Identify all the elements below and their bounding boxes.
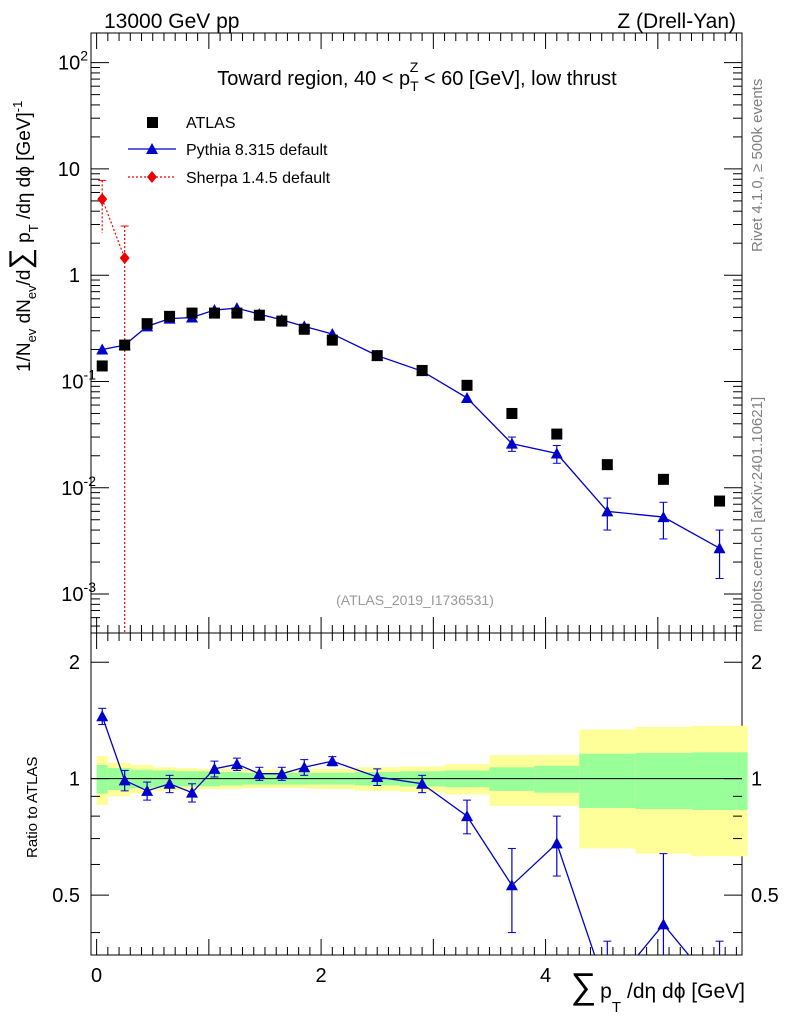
ratio-pythia-point xyxy=(163,777,176,789)
pythia-point xyxy=(713,542,726,554)
legend-label-pythia: Pythia 8.315 default xyxy=(186,142,328,159)
main-y-tick-label: 102 xyxy=(58,48,88,75)
pythia-point xyxy=(550,447,563,459)
ratio-pythia-point xyxy=(461,810,474,822)
ratio-y-tick-label-left: 2 xyxy=(69,652,80,674)
ratio-pythia-series xyxy=(96,707,724,955)
side-text-bottom: mcplots.cern.ch [arXiv:2401.10621] xyxy=(749,397,766,632)
atlas-point xyxy=(298,323,310,335)
header-left: 13000 GeV pp xyxy=(104,10,239,33)
main-y-tick-label: 10-2 xyxy=(61,473,96,500)
x-ticks: 0 2 4 xyxy=(91,33,737,987)
pythia-line xyxy=(102,307,720,549)
main-y-tick-label: 10-3 xyxy=(61,579,96,606)
ratio-pythia-point xyxy=(275,767,288,779)
ratio-pythia-point xyxy=(96,710,109,722)
ratio-pythia-point xyxy=(118,774,131,786)
ratio-y-tick-label-left: 0.5 xyxy=(52,885,80,907)
ratio-pythia-point xyxy=(371,770,384,782)
ratio-band-green xyxy=(635,752,692,809)
ratio-pythia-point xyxy=(505,879,518,891)
header-right: Z (Drell-Yan) xyxy=(617,10,736,33)
analysis-tag: (ATLAS_2019_I1736531) xyxy=(336,592,494,608)
pythia-point xyxy=(601,505,614,517)
legend-label-atlas: ATLAS xyxy=(186,115,236,132)
pythia-series xyxy=(96,302,726,580)
plot-title: Toward region, 40 < pTZ < 60 [GeV], low … xyxy=(217,59,617,94)
legend-label-sherpa: Sherpa 1.4.5 default xyxy=(186,170,331,187)
ratio-pythia-point xyxy=(416,777,429,789)
atlas-point xyxy=(601,459,613,471)
atlas-point xyxy=(276,315,288,327)
atlas-point xyxy=(371,350,383,362)
atlas-point xyxy=(714,495,726,507)
atlas-point xyxy=(164,310,176,322)
atlas-point xyxy=(326,334,338,346)
atlas-point xyxy=(551,428,563,440)
side-text-top: Rivet 4.1.0, ≥ 500k events xyxy=(749,79,766,252)
ratio-pythia-point xyxy=(230,758,243,770)
x-tick-label: 4 xyxy=(540,965,551,987)
atlas-point xyxy=(208,307,220,319)
x-tick-label: 2 xyxy=(316,965,327,987)
atlas-point xyxy=(141,318,153,330)
legend-marker-atlas xyxy=(147,117,158,128)
main-y-ticks: 10-3 10-2 10-1 1 10 102 xyxy=(58,48,742,627)
ratio-band-green xyxy=(534,765,580,793)
ratio-y-tick-label-right: 1 xyxy=(751,769,762,791)
sherpa-series xyxy=(97,179,130,633)
ratio-pythia-point xyxy=(186,786,199,798)
ratio-pythia-point xyxy=(550,837,563,849)
atlas-point xyxy=(253,309,265,321)
ratio-pythia-point xyxy=(141,784,154,796)
sherpa-point xyxy=(119,252,130,265)
atlas-series xyxy=(96,307,726,507)
ratio-pythia-point xyxy=(326,755,339,767)
legend-marker-sherpa xyxy=(147,171,157,183)
sherpa-point xyxy=(97,193,108,206)
main-y-tick-label: 10-1 xyxy=(61,366,96,393)
pythia-point xyxy=(657,511,670,523)
atlas-point xyxy=(186,307,198,319)
legend-marker-pythia xyxy=(146,143,158,154)
ratio-y-ticks: 0.5 0.5 1 1 2 2 xyxy=(52,652,779,934)
ratio-y-tick-label-left: 1 xyxy=(69,769,80,791)
atlas-point xyxy=(119,339,131,351)
ratio-pythia-group xyxy=(96,707,724,955)
atlas-point xyxy=(657,473,669,485)
ratio-y-axis-label: Ratio to ATLAS xyxy=(24,757,41,858)
x-axis-label: ∑ pT/dη dϕ [GeV] xyxy=(570,965,745,1016)
ratio-band-green xyxy=(579,753,636,808)
ratio-y-tick-label-right: 0.5 xyxy=(751,885,779,907)
sherpa-line xyxy=(101,198,126,259)
pythia-point xyxy=(505,437,518,449)
x-tick-label: 0 xyxy=(91,965,102,987)
ratio-y-tick-label-right: 2 xyxy=(751,652,762,674)
atlas-point xyxy=(416,364,428,376)
ratio-pythia-point xyxy=(253,767,266,779)
atlas-point xyxy=(461,379,473,391)
ratio-pythia-point xyxy=(657,918,670,930)
main-y-tick-label: 1 xyxy=(69,265,80,287)
main-y-axis-label: 1/Nev dNev/d∑ pT /dη dϕ [GeV]-1 xyxy=(4,101,41,372)
ratio-band-green xyxy=(691,752,748,810)
main-y-tick-label: 10 xyxy=(58,159,80,181)
atlas-point xyxy=(506,407,518,419)
atlas-point xyxy=(231,307,243,319)
ratio-pythia-point xyxy=(208,762,221,774)
pythia-point xyxy=(461,391,474,403)
pythia-point xyxy=(96,343,109,355)
ratio-band-green xyxy=(96,764,108,794)
legend: ATLAS Pythia 8.315 default Sherpa 1.4.5 … xyxy=(128,115,331,187)
ratio-pythia-point xyxy=(298,761,311,773)
atlas-point xyxy=(96,360,108,372)
